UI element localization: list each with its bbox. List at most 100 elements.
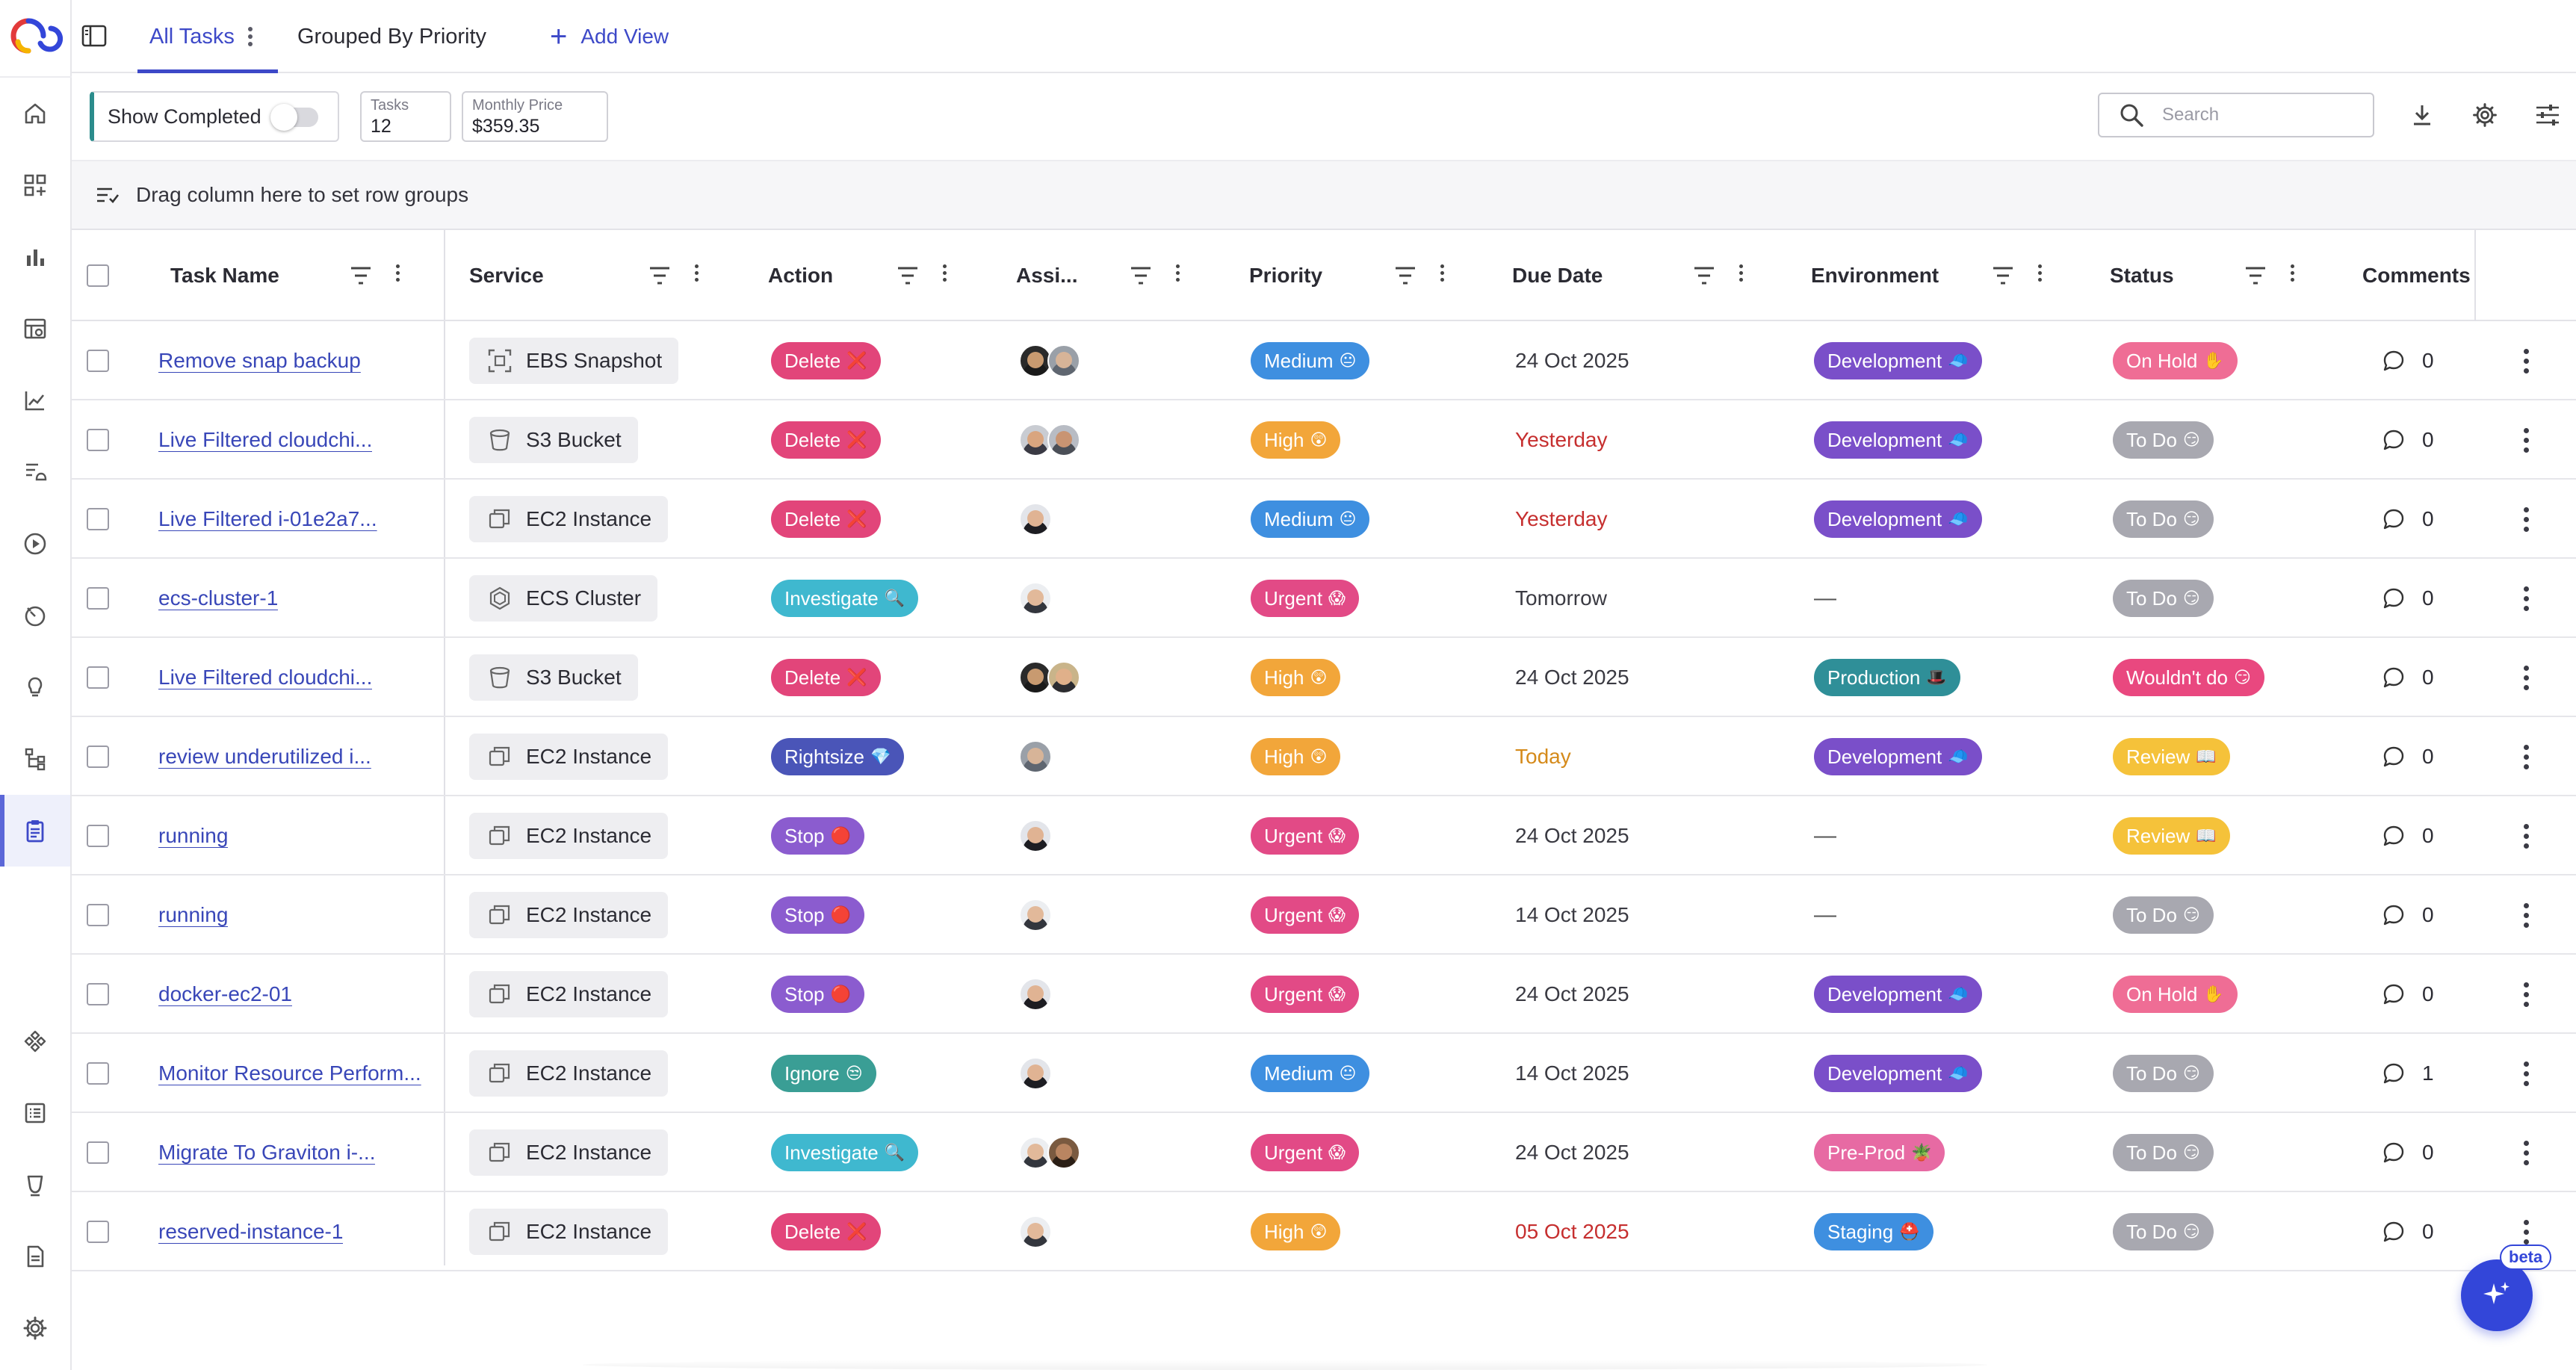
due-date-cell[interactable]: 14 Oct 2025 [1515, 1034, 1629, 1113]
column-menu-icon[interactable] [2038, 264, 2042, 282]
status-badge[interactable]: On Hold ✋ [2113, 342, 2238, 379]
status-badge[interactable]: To Do 😏 [2113, 500, 2214, 538]
column-header-task-name[interactable]: Task Name [170, 230, 279, 321]
due-date-cell[interactable]: 14 Oct 2025 [1515, 875, 1629, 955]
task-name-link[interactable]: review underutilized i... [158, 745, 371, 768]
assignee-avatars[interactable] [1019, 582, 1052, 615]
task-name-link[interactable]: Live Filtered i-01e2a7... [158, 507, 377, 530]
assignee-avatars[interactable] [1019, 1215, 1052, 1248]
task-name-link[interactable]: ecs-cluster-1 [158, 586, 279, 610]
priority-badge[interactable]: Urgent 😱 [1251, 976, 1359, 1013]
sidebar-toggle-button[interactable] [78, 19, 111, 52]
row-checkbox[interactable] [87, 904, 109, 926]
due-date-cell[interactable]: Today [1515, 717, 1571, 796]
nav-workflows[interactable] [0, 723, 70, 795]
table-row[interactable]: docker-ec2-01 EC2 Instance Stop 🔴 Urgent 😱 24 … [72, 955, 2576, 1034]
task-name-link[interactable]: docker-ec2-01 [158, 982, 292, 1005]
service-chip[interactable]: EC2 Instance [469, 1209, 669, 1255]
avatar[interactable] [1019, 582, 1052, 615]
table-row[interactable]: Monitor Resource Perform... EC2 Instance I… [72, 1034, 2576, 1113]
comments-count[interactable]: 0 [2382, 1141, 2434, 1165]
tab-all-tasks[interactable]: All Tasks [137, 0, 278, 73]
column-header-environment[interactable]: Environment [1811, 230, 1939, 321]
environment-badge[interactable]: Development 🧢 [1814, 1055, 1982, 1092]
environment-badge[interactable]: Development 🧢 [1814, 738, 1982, 775]
avatar[interactable] [1019, 899, 1052, 932]
comments-cell[interactable]: 0 [2382, 480, 2434, 559]
column-menu-icon[interactable] [1440, 264, 1444, 282]
comments-cell[interactable]: 1 [2382, 1034, 2434, 1113]
due-date-cell[interactable]: 24 Oct 2025 [1515, 796, 1629, 875]
status-badge[interactable]: To Do 😏 [2113, 1055, 2214, 1092]
search-input[interactable] [2162, 105, 2364, 125]
table-row[interactable]: Migrate To Graviton i-... EC2 Instance Inv… [72, 1113, 2576, 1192]
column-header-service[interactable]: Service [469, 230, 544, 321]
nav-settings[interactable] [0, 1292, 70, 1364]
action-badge[interactable]: Stop 🔴 [771, 896, 864, 934]
row-menu-icon[interactable] [2524, 506, 2529, 532]
row-menu-icon[interactable] [2524, 982, 2529, 1007]
action-badge[interactable]: Delete ❌ [771, 1213, 881, 1250]
action-badge[interactable]: Delete ❌ [771, 421, 881, 459]
task-name-link[interactable]: reserved-instance-1 [158, 1220, 344, 1243]
comments-cell[interactable]: 0 [2382, 1113, 2434, 1192]
row-menu-icon[interactable] [2524, 1140, 2529, 1165]
priority-badge[interactable]: Urgent 😱 [1251, 580, 1359, 617]
table-row[interactable]: reserved-instance-1 EC2 Instance Delete ❌ Hi… [72, 1192, 2576, 1271]
due-date-cell[interactable]: Tomorrow [1515, 559, 1607, 638]
avatar[interactable] [1019, 819, 1052, 852]
service-chip[interactable]: EC2 Instance [469, 496, 669, 542]
action-badge[interactable]: Stop 🔴 [771, 976, 864, 1013]
task-name-link[interactable]: Remove snap backup [158, 349, 361, 372]
column-options-button[interactable] [2530, 97, 2566, 133]
table-row[interactable]: review underutilized i... EC2 Instance Rig… [72, 717, 2576, 796]
priority-badge[interactable]: Medium 😐 [1251, 500, 1370, 538]
task-name-link[interactable]: running [158, 824, 229, 847]
service-chip[interactable]: EC2 Instance [469, 813, 669, 859]
service-chip[interactable]: EC2 Instance [469, 892, 669, 938]
filter-icon[interactable] [1394, 266, 1417, 285]
task-name-link[interactable]: running [158, 903, 229, 926]
search-box[interactable] [2098, 93, 2374, 137]
download-button[interactable] [2404, 97, 2440, 133]
app-logo-icon[interactable] [3, 12, 66, 60]
due-date-cell[interactable]: 24 Oct 2025 [1515, 955, 1629, 1034]
assignee-avatars[interactable] [1019, 503, 1052, 536]
comments-count[interactable]: 0 [2382, 428, 2434, 452]
comments-cell[interactable]: 0 [2382, 875, 2434, 955]
due-date-cell[interactable]: 24 Oct 2025 [1515, 638, 1629, 717]
environment-badge[interactable]: Production 🎩 [1814, 659, 1960, 696]
action-badge[interactable]: Investigate 🔍 [771, 580, 919, 617]
comments-count[interactable]: 0 [2382, 903, 2434, 927]
nav-schedules[interactable] [0, 580, 70, 651]
service-chip[interactable]: ECS Cluster [469, 575, 658, 622]
action-badge[interactable]: Stop 🔴 [771, 817, 864, 855]
priority-badge[interactable]: High 😲 [1251, 659, 1341, 696]
avatar[interactable] [1047, 661, 1080, 694]
avatar[interactable] [1047, 344, 1080, 377]
due-date-cell[interactable]: Yesterday [1515, 400, 1608, 480]
table-row[interactable]: Live Filtered i-01e2a7... EC2 Instance Del… [72, 480, 2576, 559]
assignee-avatars[interactable] [1019, 344, 1080, 377]
row-checkbox[interactable] [87, 666, 109, 689]
action-badge[interactable]: Delete ❌ [771, 659, 881, 696]
column-menu-icon[interactable] [396, 264, 400, 282]
due-date-cell[interactable]: 24 Oct 2025 [1515, 321, 1629, 400]
row-menu-icon[interactable] [2524, 348, 2529, 374]
status-badge[interactable]: Wouldn't do 😏 [2113, 659, 2264, 696]
filter-icon[interactable] [1130, 266, 1152, 285]
nav-dashboards[interactable] [0, 293, 70, 365]
assignee-avatars[interactable] [1019, 740, 1052, 773]
comments-cell[interactable]: 0 [2382, 955, 2434, 1034]
row-checkbox[interactable] [87, 983, 109, 1005]
column-header-due-date[interactable]: Due Date [1512, 230, 1603, 321]
status-badge[interactable]: To Do 😏 [2113, 896, 2214, 934]
environment-badge[interactable]: Pre-Prod 🪴 [1814, 1134, 1945, 1171]
priority-badge[interactable]: High 😲 [1251, 738, 1341, 775]
row-checkbox[interactable] [87, 825, 109, 847]
comments-count[interactable]: 0 [2382, 586, 2434, 610]
environment-badge[interactable]: Development 🧢 [1814, 976, 1982, 1013]
nav-play[interactable] [0, 508, 70, 580]
comments-cell[interactable]: 0 [2382, 638, 2434, 717]
row-checkbox[interactable] [87, 1221, 109, 1243]
